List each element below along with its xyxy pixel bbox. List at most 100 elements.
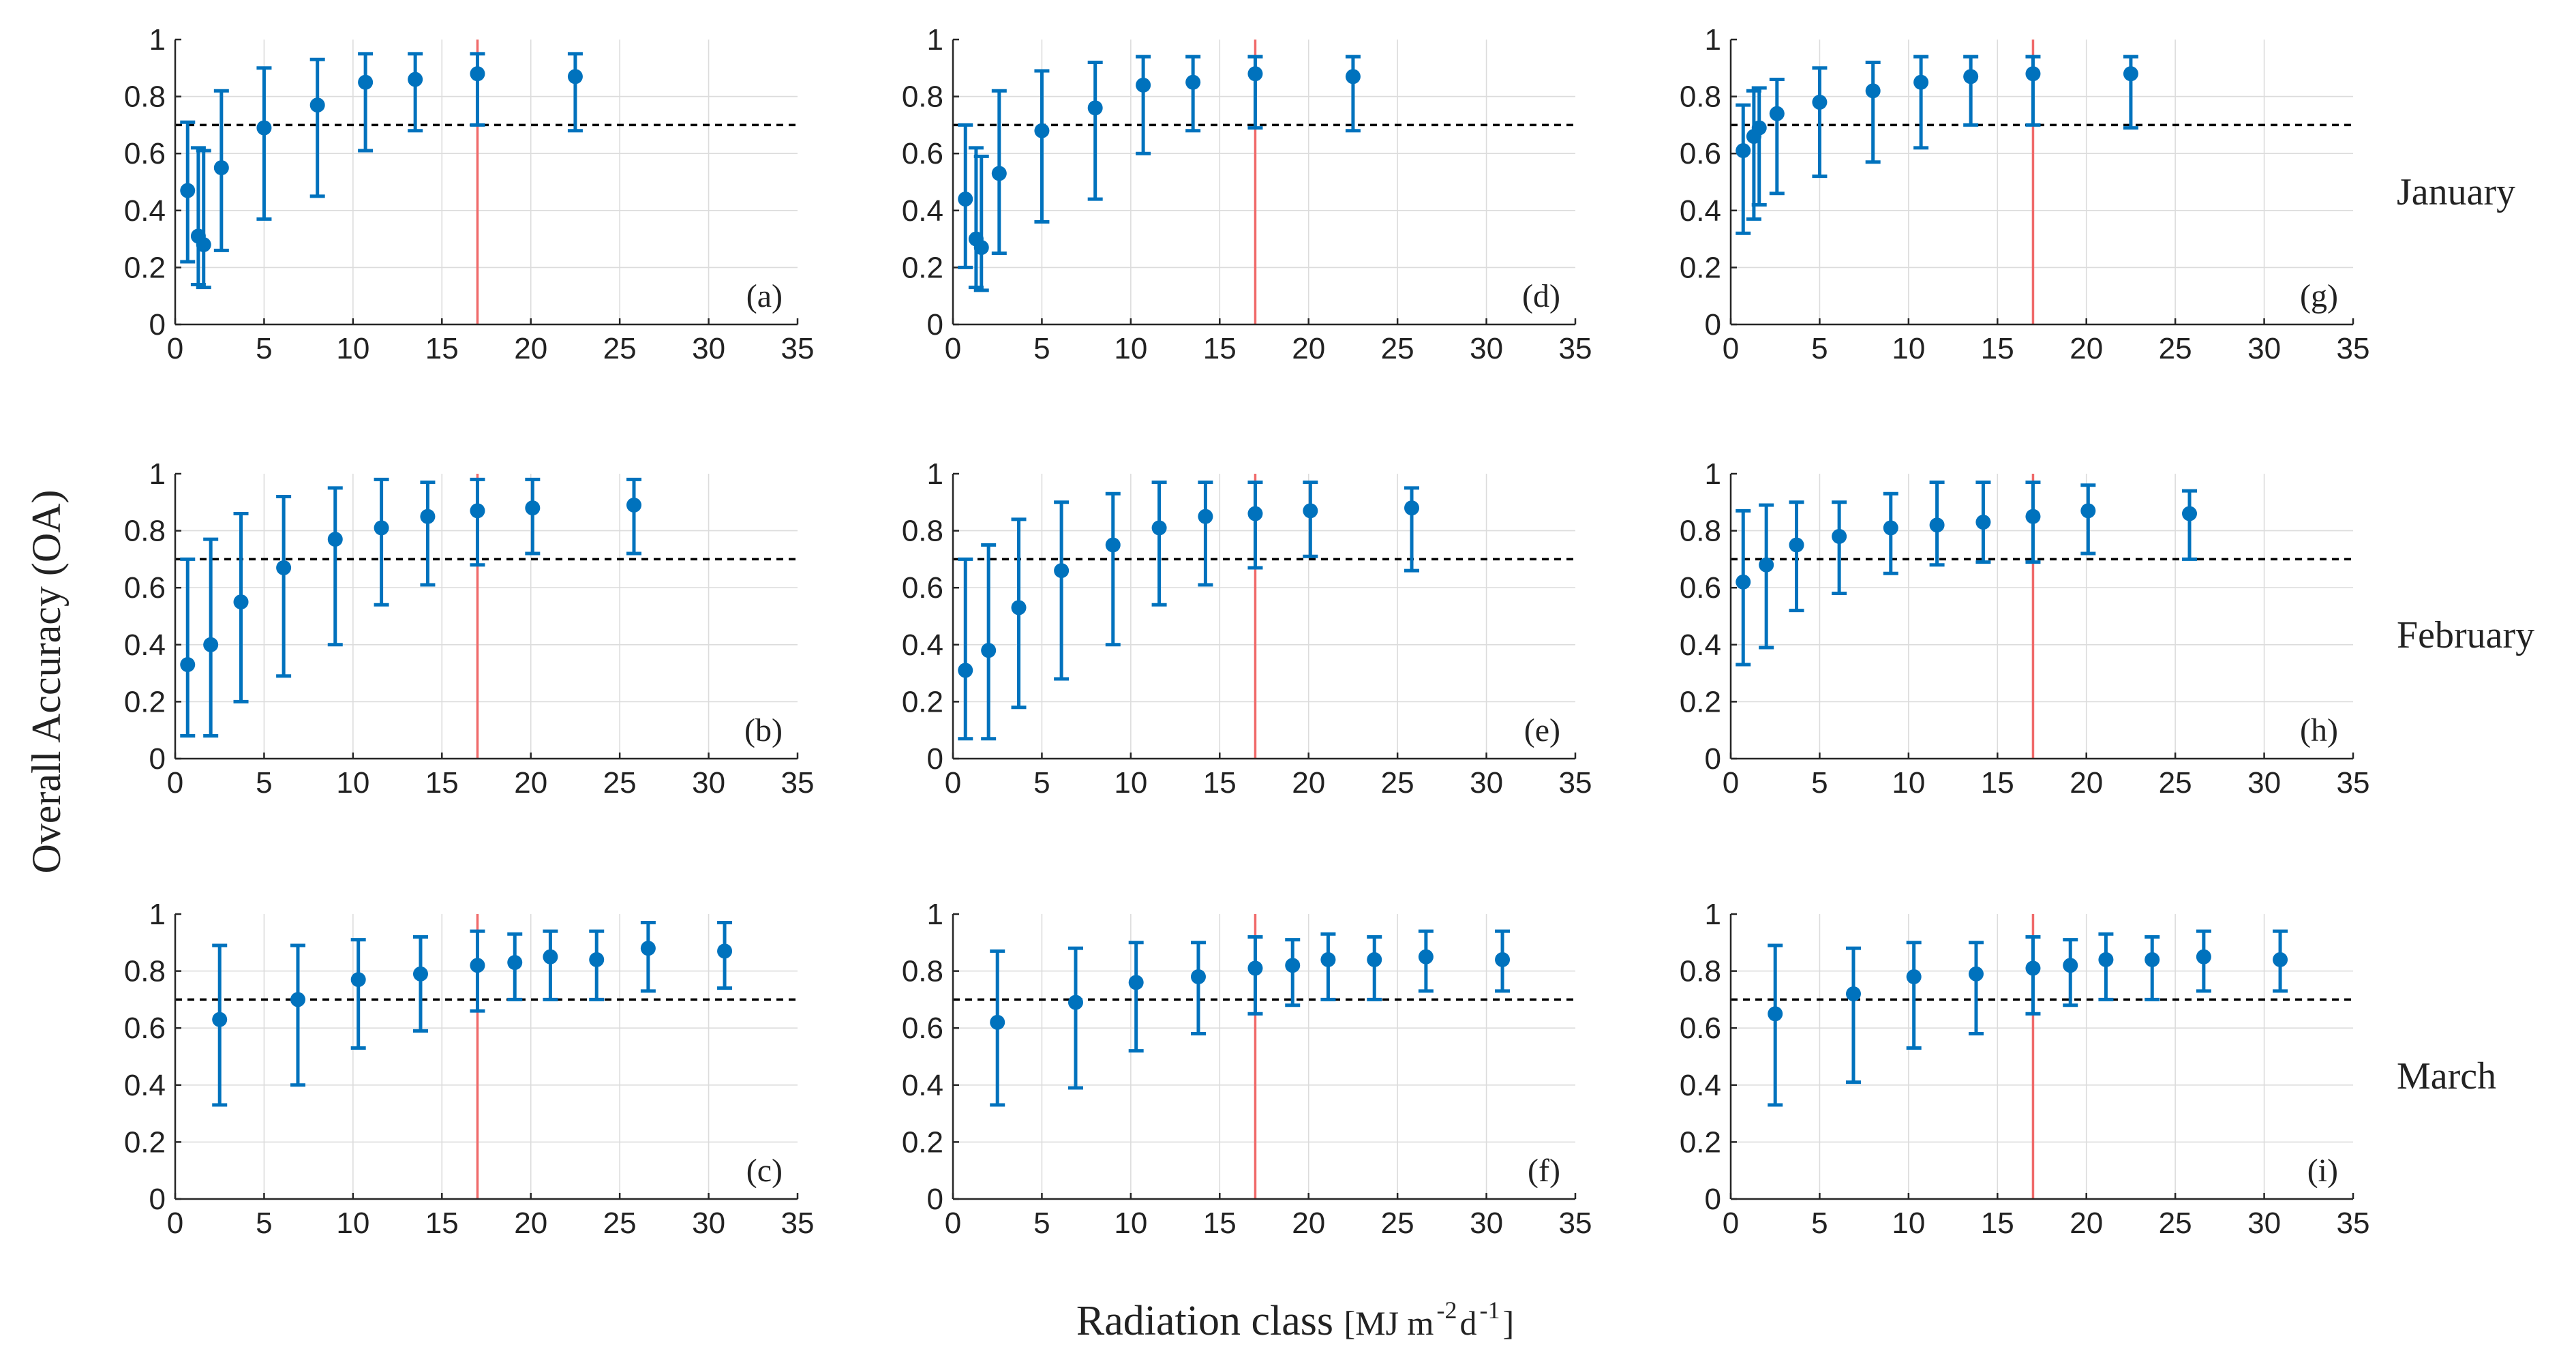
x-tick-label: 20: [2070, 766, 2103, 800]
x-tick-label: 5: [1811, 766, 1828, 800]
x-tick-label: 20: [2070, 1206, 2103, 1240]
data-point-group: [203, 537, 219, 738]
x-tick-label: 30: [1470, 766, 1503, 800]
y-tick-label: 0: [1705, 308, 1721, 342]
data-point: [1769, 106, 1785, 121]
data-point-group: [1345, 55, 1361, 133]
y-tick-label: 0.8: [1680, 955, 1721, 988]
data-point: [2025, 509, 2041, 524]
data-point-group: [256, 66, 272, 221]
data-point-group: [1404, 486, 1420, 573]
x-tick-label: 20: [514, 766, 547, 800]
data-point-group: [991, 89, 1007, 255]
data-point-group: [1865, 60, 1881, 164]
data-point: [276, 560, 292, 575]
data-point: [180, 657, 196, 673]
data-point: [1151, 520, 1167, 536]
x-tick-label: 30: [1470, 332, 1503, 365]
data-point: [525, 500, 541, 516]
x-tick-label: 25: [1381, 766, 1414, 800]
x-axis-units-prefix: [MJ m: [1344, 1304, 1434, 1342]
data-point-group: [1128, 941, 1144, 1053]
y-tick-label: 0.4: [902, 1069, 943, 1102]
x-tick-label: 15: [425, 332, 459, 365]
x-tick-label: 0: [945, 766, 961, 800]
y-tick-label: 0.4: [902, 628, 943, 662]
data-point-group: [350, 938, 366, 1050]
panel-b: 0 5 10 15 20 25 30 35 0 0.2 0.4 0.6 0.8 1 (b): [124, 457, 815, 800]
data-point: [1034, 123, 1050, 138]
y-tick-label: 0.2: [902, 685, 943, 718]
data-point: [1345, 69, 1361, 85]
data-point: [420, 509, 436, 524]
data-point-group: [1151, 481, 1167, 607]
data-point-group: [2145, 935, 2160, 1001]
panel-label: (g): [2300, 278, 2338, 314]
data-point: [2025, 960, 2041, 976]
x-tick-label: 20: [514, 332, 547, 365]
data-point: [470, 958, 485, 973]
x-tick-label: 10: [336, 332, 369, 365]
panel-g: 0 5 10 15 20 25 30 35 0 0.2 0.4 0.6 0.8 1 (g): [1680, 23, 2370, 365]
y-tick-label: 1: [1705, 23, 1721, 57]
data-point: [1247, 66, 1263, 82]
data-point: [1054, 563, 1070, 579]
row-label-february: February: [2397, 614, 2534, 656]
panel-label: (d): [1522, 278, 1560, 314]
row-label-march: March: [2397, 1055, 2496, 1097]
x-tick-label: 10: [1114, 1206, 1147, 1240]
data-point: [374, 520, 389, 536]
x-tick-label: 30: [2247, 766, 2281, 800]
x-tick-label: 5: [1811, 332, 1828, 365]
data-point: [2273, 952, 2288, 967]
data-point-group: [2025, 935, 2041, 1016]
data-point: [203, 637, 219, 652]
y-tick-label: 0.4: [902, 194, 943, 228]
data-point: [2080, 503, 2096, 519]
y-tick-label: 0.2: [1680, 251, 1721, 284]
data-point: [981, 643, 997, 658]
data-point: [1367, 952, 1382, 967]
data-point-group: [1968, 941, 1984, 1036]
x-tick-label: 25: [603, 332, 637, 365]
x-tick-label: 0: [945, 332, 961, 365]
data-point-group: [1789, 500, 1804, 613]
y-tick-label: 0: [1705, 1183, 1721, 1216]
data-point-group: [567, 52, 583, 133]
data-point-group: [1011, 517, 1027, 710]
data-point-group: [1247, 481, 1263, 570]
panel-label: (e): [1524, 712, 1560, 748]
x-tick-label: 35: [2337, 766, 2370, 800]
data-point-group: [1418, 929, 1434, 993]
data-point: [1789, 537, 1804, 553]
data-point-group: [2025, 481, 2041, 564]
data-point-group: [981, 543, 997, 741]
panel-label: (h): [2300, 712, 2338, 748]
data-point-group: [958, 123, 973, 269]
x-axis-units-suffix: ]: [1502, 1304, 1514, 1342]
data-point: [2025, 66, 2041, 82]
data-point-group: [213, 89, 229, 252]
y-tick-label: 0.2: [1680, 1125, 1721, 1159]
x-tick-label: 0: [1723, 1206, 1739, 1240]
data-point: [180, 183, 196, 198]
data-point: [1067, 995, 1083, 1010]
x-tick-label: 35: [781, 332, 815, 365]
data-point-group: [1054, 500, 1070, 681]
data-point: [1883, 520, 1898, 536]
x-tick-label: 25: [2159, 1206, 2192, 1240]
x-tick-label: 10: [1114, 766, 1147, 800]
x-tick-label: 35: [1559, 1206, 1592, 1240]
y-tick-label: 0.6: [902, 1012, 943, 1045]
x-tick-label: 15: [1203, 1206, 1237, 1240]
data-point-group: [717, 921, 733, 990]
y-tick-label: 0.6: [124, 137, 166, 170]
data-point: [991, 166, 1007, 181]
data-point-group: [1736, 103, 1751, 235]
panel-a: 0 5 10 15 20 25 30 35 0 0.2 0.4 0.6 0.8 1 (a): [124, 23, 815, 365]
data-point: [1975, 515, 1991, 530]
data-point-group: [196, 149, 211, 290]
x-tick-label: 0: [167, 332, 183, 365]
data-point: [2098, 952, 2114, 967]
